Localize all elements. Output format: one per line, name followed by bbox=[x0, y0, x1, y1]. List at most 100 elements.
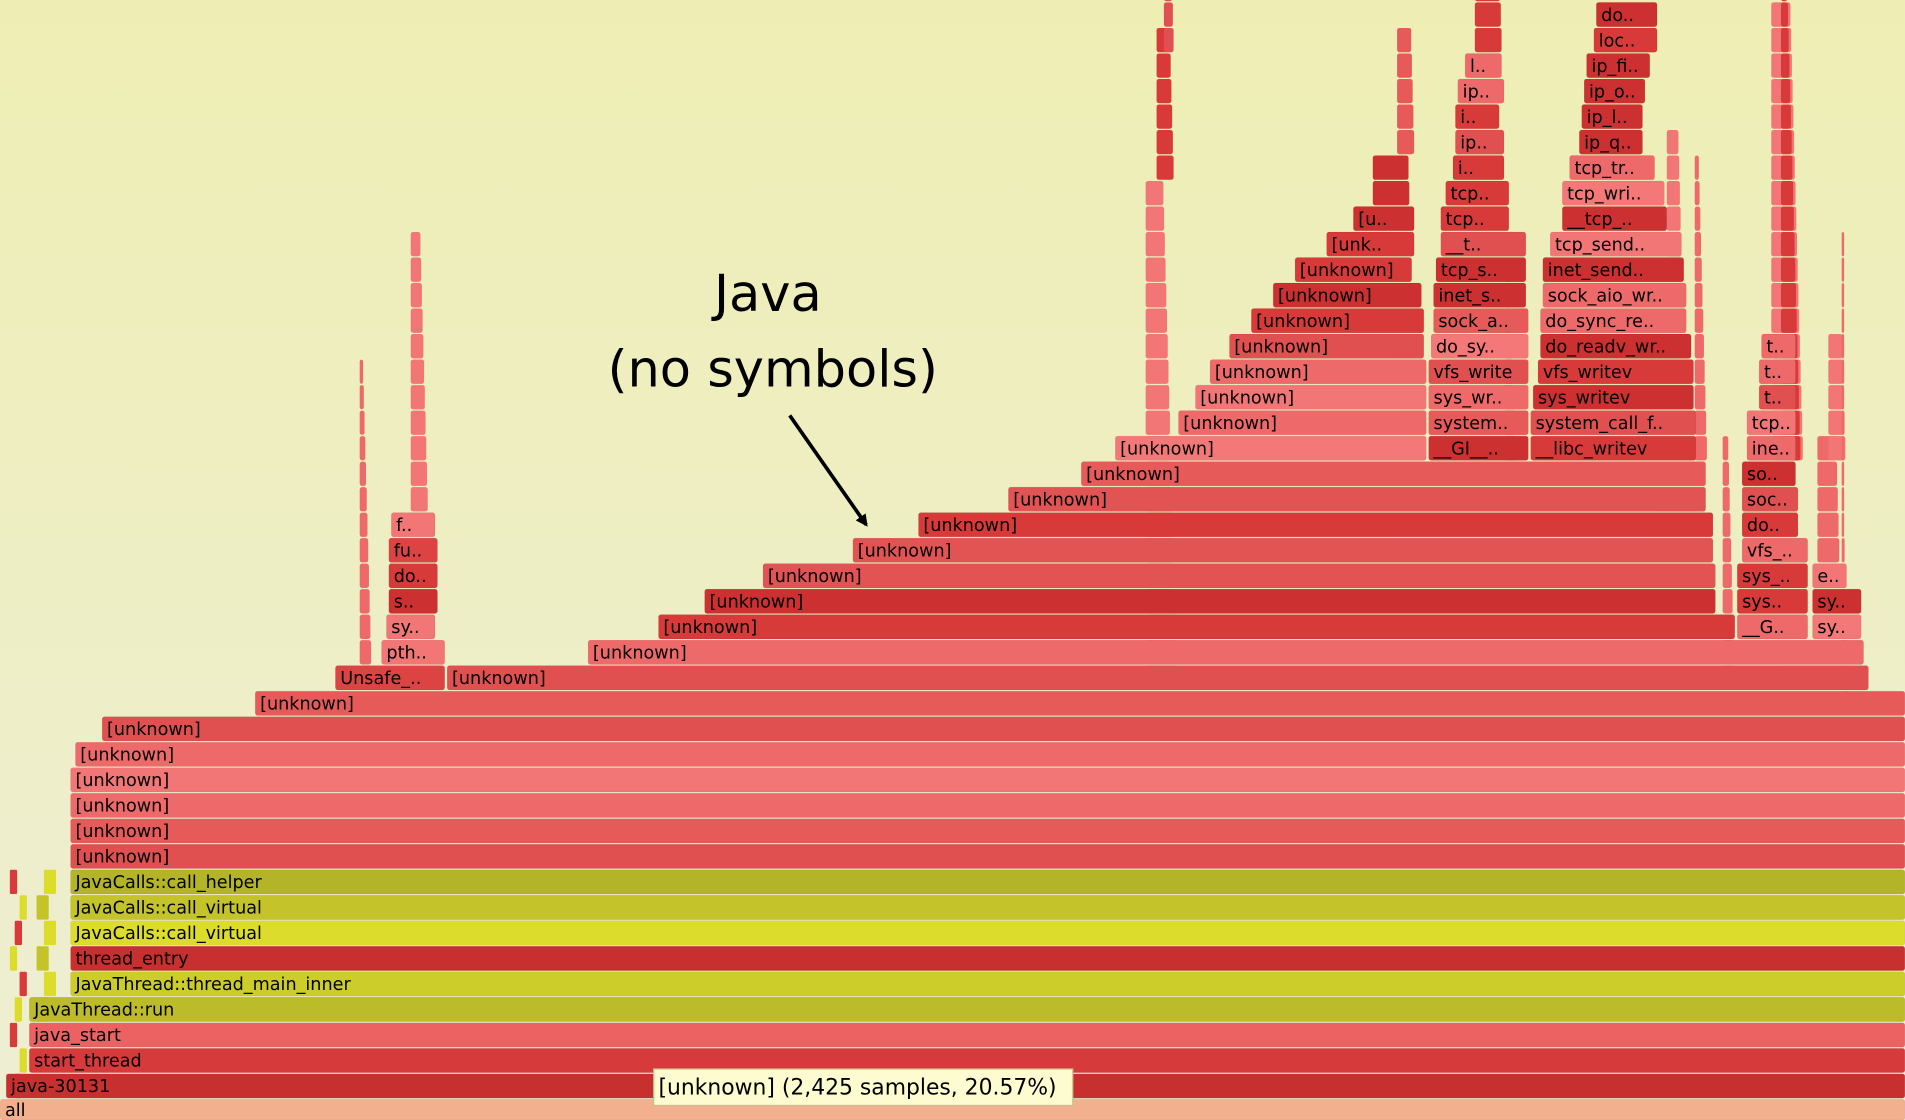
sliver bbox=[1397, 78, 1413, 104]
frame-label: [unknown] bbox=[663, 618, 757, 638]
frame bbox=[101, 716, 1905, 742]
frame-label: pth.. bbox=[386, 644, 426, 664]
sliver bbox=[43, 971, 57, 997]
frame bbox=[70, 792, 1905, 818]
frame bbox=[388, 588, 438, 614]
sliver bbox=[1694, 206, 1701, 231]
sliver bbox=[1780, 283, 1797, 308]
sliver bbox=[43, 869, 57, 895]
sliver bbox=[1666, 155, 1680, 180]
sliver bbox=[1828, 359, 1844, 384]
sliver bbox=[410, 385, 425, 410]
frame bbox=[1761, 333, 1796, 359]
frame bbox=[1746, 410, 1796, 436]
sliver bbox=[1828, 334, 1843, 359]
frame bbox=[1746, 435, 1796, 461]
sliver bbox=[1474, 27, 1502, 53]
sliver bbox=[1780, 53, 1790, 78]
frame-label: tcp_s.. bbox=[1441, 261, 1498, 281]
frame bbox=[1114, 435, 1427, 461]
sliver bbox=[1817, 538, 1840, 563]
frame-label: JavaCalls::call_helper bbox=[74, 873, 262, 893]
frame-label: sys_.. bbox=[1742, 567, 1791, 587]
frame-label: ip.. bbox=[1463, 82, 1490, 102]
sliver bbox=[1722, 487, 1730, 512]
frame-label: java-30131 bbox=[10, 1077, 110, 1097]
sliver bbox=[1722, 563, 1732, 588]
frame-label: [unknown] bbox=[75, 848, 169, 868]
frame-label: thread_entry bbox=[75, 950, 188, 970]
frame bbox=[386, 614, 436, 640]
sliver bbox=[1372, 180, 1410, 206]
frame bbox=[1586, 53, 1651, 79]
frame-label: all bbox=[5, 1101, 26, 1120]
frame bbox=[1812, 614, 1862, 640]
sliver bbox=[1780, 257, 1796, 282]
frame bbox=[1455, 129, 1505, 155]
frame bbox=[1440, 206, 1510, 232]
frame-label: __GI__.. bbox=[1433, 439, 1499, 459]
annotation-arrow bbox=[788, 414, 868, 527]
sliver bbox=[410, 436, 427, 461]
frame-label: [unk.. bbox=[1332, 235, 1383, 255]
frame bbox=[1741, 461, 1796, 487]
frame bbox=[70, 767, 1905, 793]
frame bbox=[1758, 384, 1796, 410]
frame bbox=[28, 997, 1905, 1022]
frame bbox=[658, 614, 1736, 640]
frame bbox=[704, 588, 1716, 614]
frame-label: tcp_send.. bbox=[1555, 235, 1645, 255]
frame-label: sy.. bbox=[1817, 593, 1845, 613]
frame-label: tcp_wri.. bbox=[1567, 184, 1641, 204]
frame-label: fu.. bbox=[394, 541, 423, 561]
frame-label: [unknown] bbox=[1086, 465, 1180, 485]
frame bbox=[1549, 231, 1682, 257]
annotation-title: Java bbox=[711, 265, 822, 324]
sliver bbox=[1781, 0, 1787, 2]
frame bbox=[1428, 384, 1529, 410]
frame-label: [unknown] bbox=[1120, 439, 1214, 459]
sliver bbox=[359, 614, 371, 639]
frame bbox=[1428, 359, 1529, 385]
frame-label: tcp.. bbox=[1752, 414, 1791, 434]
frame bbox=[1581, 104, 1643, 130]
sliver bbox=[1694, 436, 1707, 461]
frame bbox=[1178, 410, 1427, 436]
sliver bbox=[1722, 538, 1732, 563]
frame bbox=[1542, 257, 1685, 283]
frame-label: [unknown] bbox=[1215, 363, 1309, 383]
sliver bbox=[410, 283, 422, 308]
frame-label: ip_fi.. bbox=[1591, 57, 1638, 77]
frame bbox=[1736, 614, 1808, 640]
frame bbox=[1464, 53, 1502, 79]
frame bbox=[70, 945, 1905, 971]
sliver bbox=[1145, 410, 1170, 435]
sliver bbox=[1694, 385, 1706, 410]
frame-label: [unknown] bbox=[1013, 490, 1107, 510]
frame bbox=[70, 843, 1905, 869]
frame-label: l.. bbox=[1470, 57, 1486, 77]
frame bbox=[446, 665, 1869, 691]
sliver bbox=[1145, 334, 1168, 359]
sliver bbox=[1156, 78, 1172, 104]
frame-label: inet_send.. bbox=[1548, 261, 1644, 281]
frame bbox=[1540, 333, 1692, 359]
sliver bbox=[410, 461, 427, 486]
sliver bbox=[410, 334, 424, 359]
frame-label: loc.. bbox=[1599, 31, 1636, 51]
frame bbox=[70, 894, 1905, 920]
sliver bbox=[1780, 232, 1795, 257]
frame bbox=[388, 537, 438, 563]
frame bbox=[1812, 588, 1862, 614]
sliver bbox=[14, 997, 23, 1022]
sliver bbox=[1156, 104, 1173, 129]
sliver bbox=[1397, 27, 1412, 53]
sliver bbox=[1841, 461, 1845, 486]
frame-label: __libc_writev bbox=[1535, 439, 1648, 459]
sliver bbox=[1722, 461, 1729, 486]
sliver bbox=[359, 461, 367, 486]
frame-label: [unknown] bbox=[260, 695, 354, 715]
sliver bbox=[1722, 436, 1729, 461]
frame-label: [unknown] bbox=[75, 822, 169, 842]
sliver bbox=[9, 946, 18, 971]
